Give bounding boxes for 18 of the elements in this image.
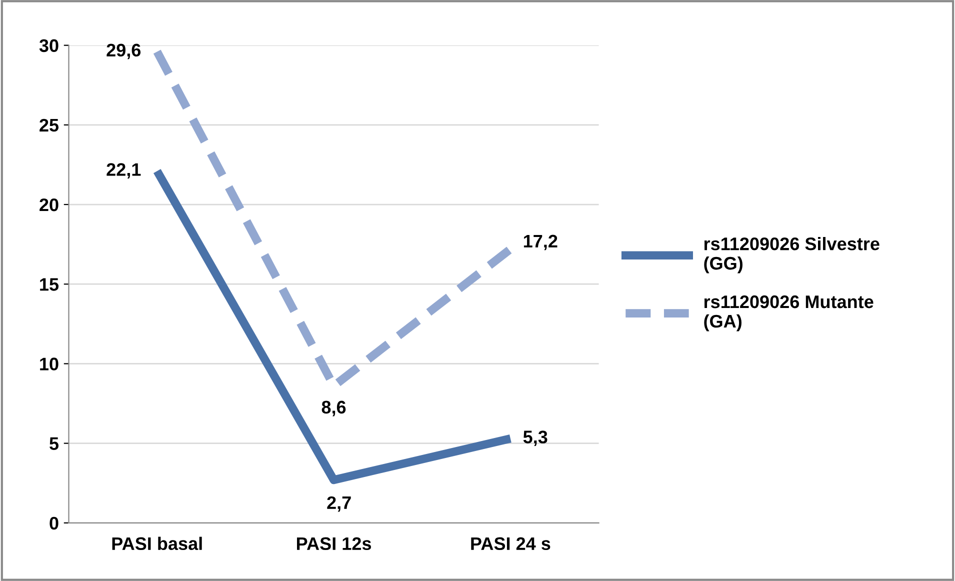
- y-tick-label: 25: [40, 118, 59, 132]
- y-tick-label: 0: [50, 516, 58, 530]
- x-tick-label: PASI 12s: [297, 537, 372, 550]
- data-label: 17,2: [524, 234, 558, 250]
- data-label: 2,7: [327, 496, 351, 512]
- legend-label: rs11209026 Mutante (GA): [704, 295, 874, 332]
- data-label: 29,6: [106, 44, 141, 60]
- data-label: 5,3: [523, 430, 548, 446]
- x-tick-label: PASI basal: [112, 536, 202, 550]
- y-tick-label: 5: [50, 437, 59, 450]
- data-label: 22,1: [106, 163, 141, 179]
- y-tick-label: 10: [40, 358, 58, 370]
- y-tick-label: 20: [40, 198, 58, 212]
- data-label: 8,6: [322, 400, 346, 416]
- x-tick-label: PASI 24 s: [471, 537, 550, 550]
- y-tick-label: 30: [39, 39, 58, 52]
- legend-label: rs11209026 Silvestre (GG): [704, 236, 880, 274]
- y-tick-label: 15: [40, 278, 59, 291]
